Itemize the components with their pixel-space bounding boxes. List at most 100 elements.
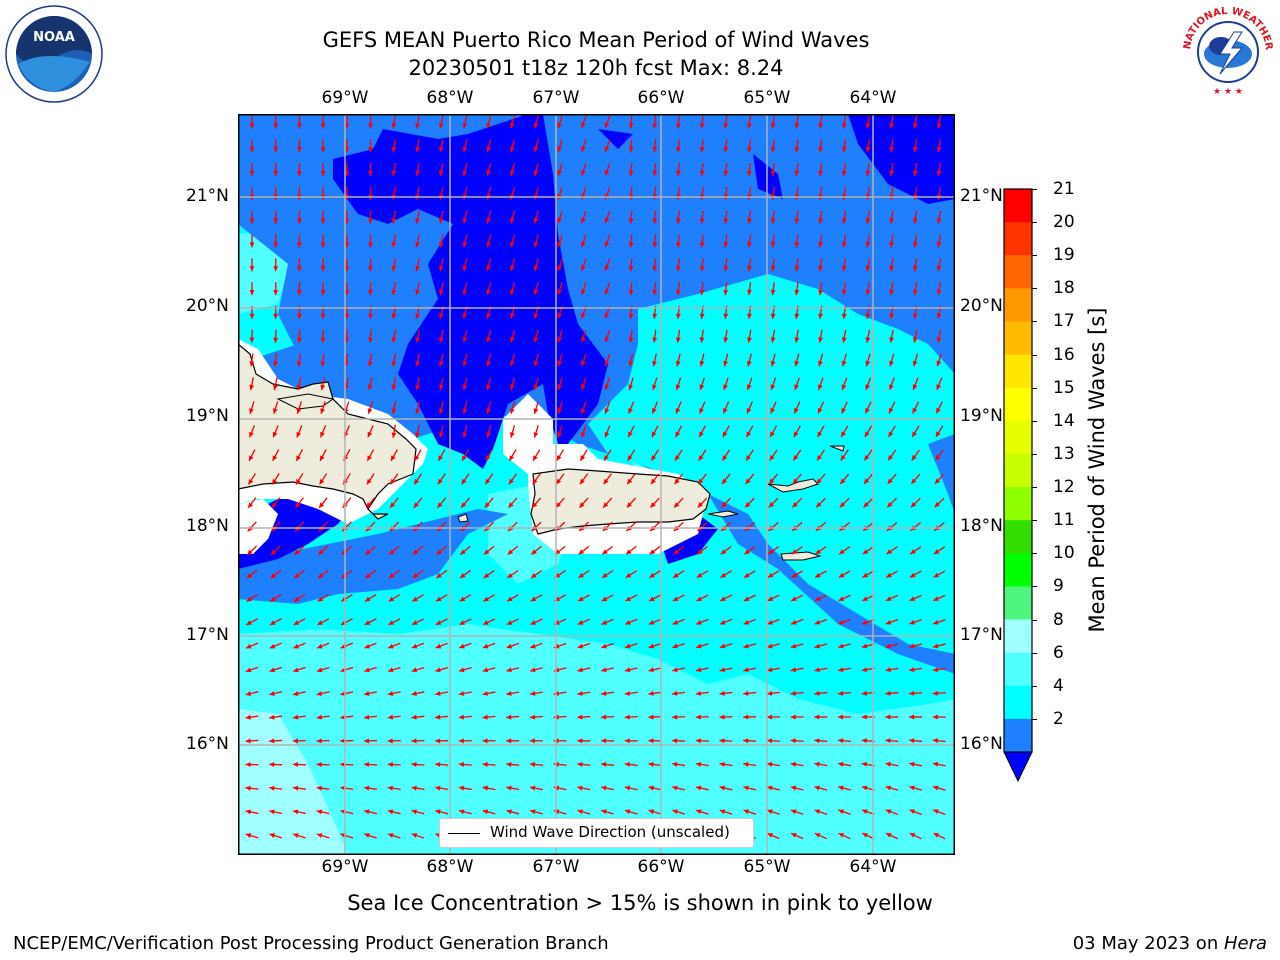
nws-logo: NATIONAL WEATHER SERVICE ★ ★ ★: [1172, 0, 1280, 100]
wind-wave-arrow-head: [766, 738, 773, 744]
wind-wave-arrow-head: [770, 170, 776, 177]
colorbar-tick-label: 12: [1053, 477, 1075, 498]
wind-wave-arrow-head: [885, 738, 891, 744]
wind-wave-arrow-head: [770, 337, 776, 343]
wind-wave-arrow-head: [269, 833, 275, 838]
land-hispaniola: [237, 342, 417, 520]
wind-wave-arrow-head: [699, 242, 705, 248]
wind-wave-arrow-head: [911, 478, 917, 484]
wind-wave-arrow-head: [933, 833, 940, 838]
lon-label: 65°W: [743, 88, 791, 108]
land-mona: [457, 513, 469, 523]
wind-wave-arrow-head: [625, 596, 632, 602]
wind-wave-arrow-head: [367, 313, 373, 319]
wind-wave-arrow-head: [746, 455, 751, 461]
wind-wave-arrow-head: [889, 289, 895, 296]
wind-wave-arrow-head: [317, 596, 324, 602]
wind-wave-arrow-head: [769, 478, 775, 485]
wind-wave-arrow-head: [865, 360, 871, 367]
wind-wave-arrow-head: [459, 596, 466, 602]
wind-wave-arrow-head: [580, 146, 586, 152]
wind-wave-arrow-head: [838, 833, 845, 838]
wind-wave-arrow-head: [482, 691, 488, 696]
wind-wave-arrow-head: [508, 502, 514, 508]
wind-wave-arrow-head: [885, 809, 892, 815]
wind-wave-arrow-head: [509, 360, 515, 367]
wind-wave-arrow-head: [270, 596, 276, 602]
wind-wave-arrow-head: [840, 454, 846, 461]
wind-wave-arrow-head: [482, 714, 488, 720]
wind-wave-arrow-head: [387, 785, 394, 791]
wind-wave-arrow-head: [273, 242, 279, 248]
wind-wave-arrow-head: [865, 146, 871, 153]
wind-wave-arrow-head: [648, 761, 654, 767]
wind-wave-arrow-head: [911, 454, 917, 461]
wind-wave-arrow-head: [794, 337, 800, 343]
wind-wave-arrow-head: [672, 809, 678, 815]
band-below-2: [753, 154, 783, 199]
colorbar-segment: [1004, 354, 1032, 389]
band-2-4: [238, 509, 508, 604]
wind-wave-arrow-head: [652, 266, 658, 272]
wind-wave-arrow-head: [438, 432, 444, 438]
wind-wave-arrow-head: [604, 455, 609, 461]
wind-wave-arrow-head: [320, 266, 326, 272]
wind-wave-arrow-head: [747, 313, 752, 319]
wind-wave-arrow-head: [861, 667, 868, 673]
wind-wave-arrow-head: [415, 337, 421, 343]
wind-wave-arrow-head: [458, 691, 465, 696]
wind-wave-arrow-head: [577, 714, 583, 720]
wind-wave-arrow-head: [482, 809, 489, 815]
wind-wave-arrow-head: [699, 407, 704, 414]
wind-wave-arrow-head: [912, 146, 918, 153]
wind-wave-arrow-head: [462, 170, 468, 176]
wind-wave-arrow-head: [483, 596, 489, 602]
wind-wave-arrow-head: [865, 123, 871, 129]
wind-wave-arrow-head: [462, 408, 468, 414]
wind-wave-arrow-head: [461, 502, 467, 508]
wind-wave-arrow-head: [507, 572, 513, 578]
wind-wave-arrow-head: [485, 478, 491, 485]
colorbar-tick-label: 2: [1053, 708, 1064, 729]
wind-wave-arrow-head: [719, 785, 726, 791]
wind-wave-arrow-head: [746, 360, 752, 367]
wind-wave-arrow-head: [293, 809, 299, 815]
wind-wave-arrow-head: [364, 833, 370, 838]
wind-wave-arrow-head: [364, 809, 370, 815]
wind-wave-arrow-head: [530, 809, 536, 815]
wind-wave-arrow-head: [792, 502, 798, 508]
wind-wave-arrow-head: [794, 384, 799, 390]
wind-wave-arrow-head: [818, 242, 824, 248]
wind-wave-arrow-head: [390, 478, 396, 485]
wind-wave-arrow-head: [601, 667, 607, 673]
band-6-8: [238, 624, 955, 855]
wind-wave-arrow-head: [747, 123, 752, 129]
wind-wave-arrow-head: [818, 218, 824, 224]
wind-wave-arrow-head: [415, 241, 421, 248]
wind-wave-arrow-head: [861, 714, 867, 720]
wind-wave-arrow-head: [364, 738, 370, 744]
wind-wave-arrow-head: [770, 313, 776, 319]
wind-wave-arrow-head: [415, 360, 421, 367]
wind-wave-arrow-head: [625, 643, 631, 649]
wind-wave-arrow-head: [933, 809, 939, 815]
wind-wave-arrow-head: [532, 502, 538, 508]
wind-wave-arrow-head: [577, 643, 584, 649]
wind-wave-arrow-head: [506, 714, 512, 720]
wind-wave-arrow-head: [861, 643, 868, 649]
wind-wave-arrow-head: [364, 762, 370, 768]
wind-wave-arrow-head: [672, 738, 678, 744]
wind-wave-arrow-head: [391, 408, 397, 415]
wind-wave-arrow-head: [415, 170, 421, 176]
wind-wave-arrow-head: [577, 809, 584, 815]
wind-wave-arrow-head: [838, 714, 844, 720]
wind-wave-arrow-head: [557, 265, 563, 271]
wind-wave-arrow-head: [435, 785, 441, 791]
lat-label: 18°N: [960, 516, 1003, 536]
wind-wave-arrow-head: [296, 408, 302, 414]
wind-wave-arrow-head: [745, 502, 751, 508]
map-legend: Wind Wave Direction (unscaled): [439, 818, 754, 848]
wind-wave-arrow-head: [604, 431, 610, 438]
wind-wave-arrow-head: [415, 265, 421, 272]
wind-wave-arrow-head: [364, 691, 370, 696]
